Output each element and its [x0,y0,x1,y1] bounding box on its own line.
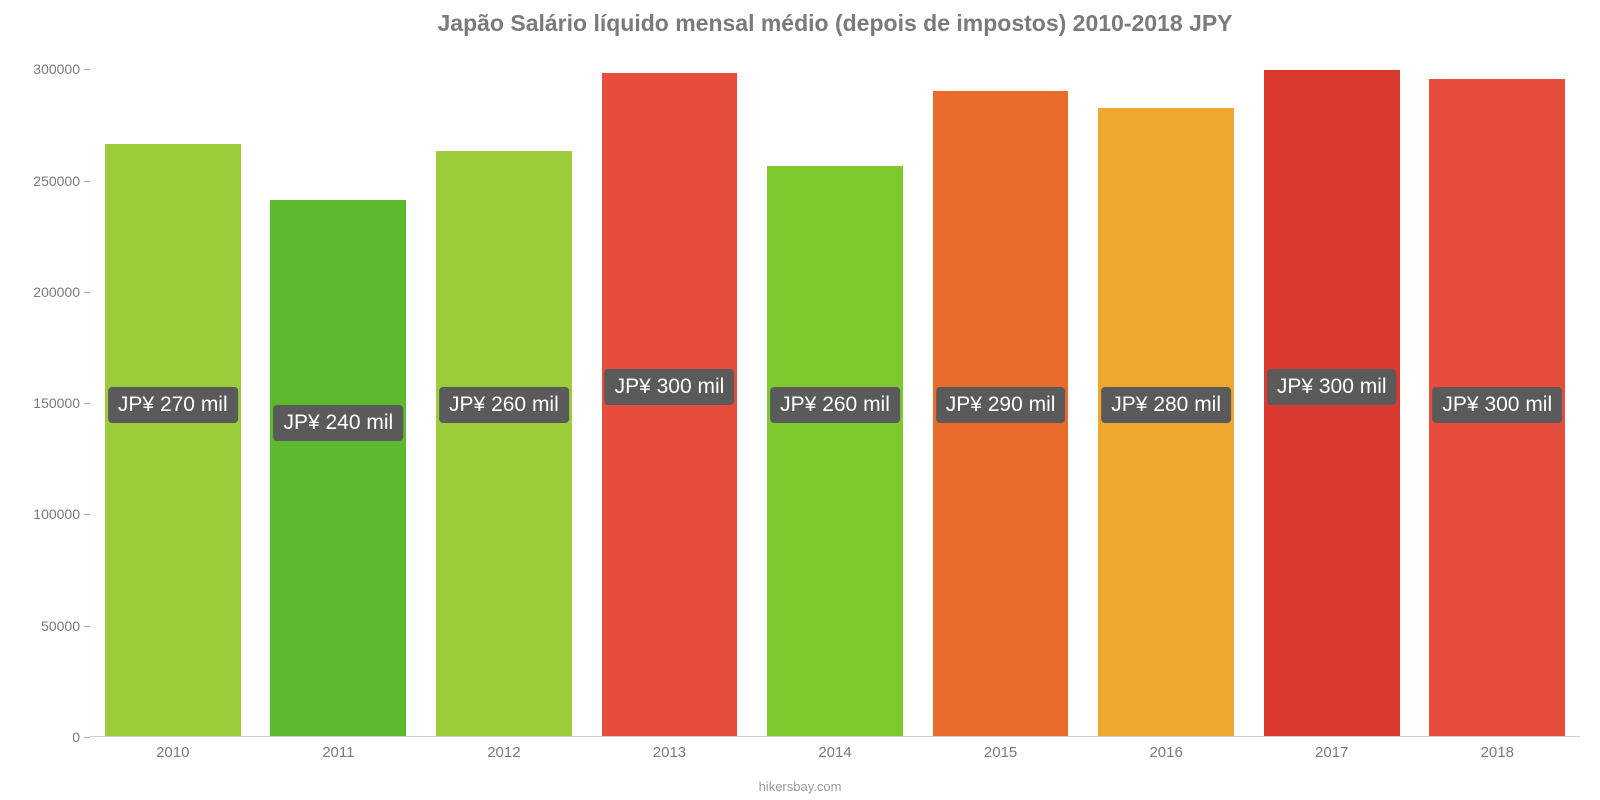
bar [767,166,903,736]
y-tick-mark [84,181,90,182]
y-tick-label: 200000 [20,284,80,300]
bar-slot: 2016JP¥ 280 mil [1083,47,1249,736]
bar-value-label: JP¥ 300 mil [605,369,735,405]
bar-value-label: JP¥ 260 mil [770,387,900,423]
x-tick-label: 2017 [1315,744,1348,761]
bar-value-label: JP¥ 280 mil [1101,387,1231,423]
bar-slot: 2015JP¥ 290 mil [918,47,1084,736]
x-tick-label: 2010 [156,744,189,761]
y-tick-mark [84,737,90,738]
x-tick-label: 2016 [1149,744,1182,761]
bar-value-label: JP¥ 300 mil [1267,369,1397,405]
bar-slot: 2017JP¥ 300 mil [1249,47,1415,736]
bar-value-label: JP¥ 290 mil [936,387,1066,423]
y-tick-mark [84,626,90,627]
bar-slot: 2012JP¥ 260 mil [421,47,587,736]
y-tick-label: 150000 [20,395,80,411]
x-tick-label: 2011 [322,744,354,761]
y-tick-mark [84,514,90,515]
bar-slot: 2018JP¥ 300 mil [1415,47,1581,736]
bar [105,144,241,736]
y-tick-label: 100000 [20,506,80,522]
bar-value-label: JP¥ 240 mil [273,405,403,441]
bar-slot: 2014JP¥ 260 mil [752,47,918,736]
x-tick-label: 2013 [653,744,686,761]
bars-group: 2010JP¥ 270 mil2011JP¥ 240 mil2012JP¥ 26… [90,47,1580,736]
x-tick-label: 2018 [1481,744,1514,761]
bar-value-label: JP¥ 260 mil [439,387,569,423]
bar-slot: 2011JP¥ 240 mil [256,47,422,736]
source-label: hikersbay.com [759,779,842,794]
bar-slot: 2013JP¥ 300 mil [587,47,753,736]
y-tick-mark [84,292,90,293]
chart-container: Japão Salário líquido mensal médio (depo… [0,0,1600,800]
plot-area: 2010JP¥ 270 mil2011JP¥ 240 mil2012JP¥ 26… [90,47,1580,737]
y-tick-label: 250000 [20,173,80,189]
x-tick-label: 2014 [818,744,851,761]
bar [270,200,406,736]
y-tick-mark [84,69,90,70]
y-tick-label: 0 [20,729,80,745]
y-tick-mark [84,403,90,404]
bar [436,151,572,736]
chart-title: Japão Salário líquido mensal médio (depo… [90,10,1580,37]
y-tick-label: 300000 [20,61,80,77]
x-tick-label: 2012 [487,744,520,761]
x-tick-label: 2015 [984,744,1017,761]
bar-value-label: JP¥ 270 mil [108,387,238,423]
bar-value-label: JP¥ 300 mil [1432,387,1562,423]
bar-slot: 2010JP¥ 270 mil [90,47,256,736]
y-tick-label: 50000 [20,618,80,634]
